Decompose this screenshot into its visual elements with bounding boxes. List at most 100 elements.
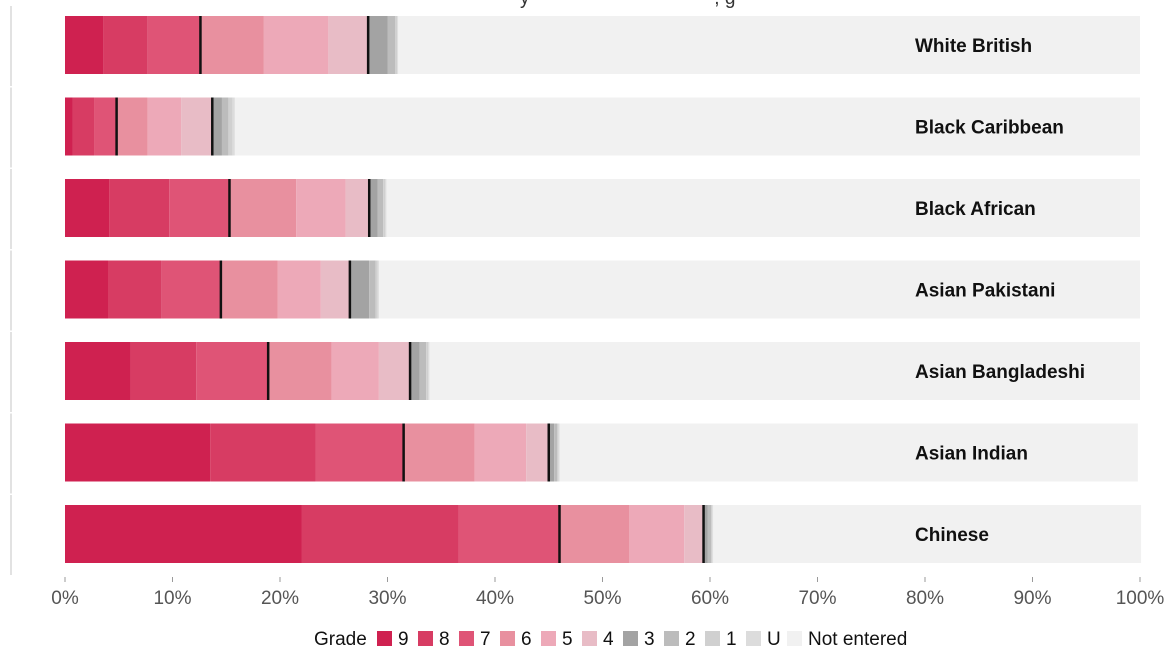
bar-segment-not-entered (559, 423, 1138, 482)
legend-label: 2 (685, 629, 696, 650)
legend-swatch (377, 631, 392, 646)
legend: Grade 9 8 7 6 5 4 3 2 1 U Not entered (314, 629, 907, 650)
bar-segment-6 (229, 179, 297, 237)
x-tick-label: 10% (153, 588, 191, 609)
bar-segment-3 (212, 97, 222, 156)
bar-segment-u (558, 423, 560, 482)
legend-label: 9 (398, 629, 409, 650)
bar-segment-6 (559, 505, 630, 563)
bar-segment-6 (220, 260, 278, 319)
bar-segment-3 (703, 505, 708, 563)
legend-swatch (459, 631, 474, 646)
bar-segment-5 (331, 342, 379, 400)
bar-segment-5 (629, 505, 685, 563)
x-tick-label: 0% (51, 588, 79, 609)
bar-segment-4 (684, 505, 704, 563)
legend-swatch (541, 631, 556, 646)
bar-segment-1 (557, 423, 559, 482)
bar-segment-2 (377, 179, 384, 237)
bar-segment-2 (554, 423, 558, 482)
bar-segment-3 (369, 179, 378, 237)
bar-segment-4 (345, 179, 370, 237)
bar-segment-4 (181, 97, 213, 156)
bar-segment-1 (426, 342, 429, 400)
x-tick-label: 70% (798, 588, 836, 609)
bar-segment-not-entered (378, 260, 1140, 319)
bar-rows: White British Black Caribbean Black Africa… (10, 6, 1142, 575)
legend-swatch (705, 631, 720, 646)
legend-swatch (582, 631, 597, 646)
legend-swatch (500, 631, 515, 646)
bar-segment-9 (65, 260, 108, 319)
legend-swatch (623, 631, 638, 646)
bar-segment-2 (707, 505, 712, 563)
cropped-title-fragment: y , g (520, 0, 735, 9)
legend-label: U (767, 629, 781, 650)
category-label: Black African (915, 199, 1036, 220)
bar-segment-2 (419, 342, 427, 400)
bar-segment-4 (526, 423, 549, 482)
category-label: Black Caribbean (915, 118, 1064, 139)
bar-segment-9 (65, 342, 131, 400)
bar-segment-7 (147, 16, 201, 74)
bar-segment-9 (65, 16, 104, 74)
category-label: White British (915, 36, 1032, 57)
bar-segment-9 (65, 97, 73, 156)
bar-segment-5 (263, 16, 329, 74)
bar-segment-6 (268, 342, 332, 400)
bar-segment-not-entered (398, 16, 1140, 74)
legend-label: Not entered (808, 629, 907, 650)
x-tick-label: 90% (1013, 588, 1051, 609)
x-tick-label: 60% (691, 588, 729, 609)
bar-segment-2 (387, 16, 396, 74)
bar-segment-1 (395, 16, 398, 74)
legend-label: 8 (439, 629, 450, 650)
bar-segment-7 (196, 342, 269, 400)
bar-segment-9 (65, 179, 110, 237)
bar-segment-5 (474, 423, 527, 482)
bar-segment-3 (349, 260, 370, 319)
x-tick-label: 50% (583, 588, 621, 609)
x-tick-label: 30% (368, 588, 406, 609)
bar-segment-8 (301, 505, 459, 563)
bar-segment-7 (169, 179, 230, 237)
bar-segment-3 (410, 342, 420, 400)
legend-swatch (664, 631, 679, 646)
bar-segment-1 (383, 179, 386, 237)
category-label: Asian Indian (915, 444, 1028, 465)
bar-segment-7 (94, 97, 117, 156)
bar-segment-4 (378, 342, 411, 400)
bar-segment-2 (369, 260, 376, 319)
bar-segment-1 (711, 505, 713, 563)
x-tick-label: 100% (1116, 588, 1165, 609)
bar-segment-5 (147, 97, 182, 156)
bar-segment-u (428, 342, 430, 400)
x-tick-label: 40% (476, 588, 514, 609)
bar-segment-2 (221, 97, 229, 156)
x-tick-label: 20% (261, 588, 299, 609)
bar-segment-1 (228, 97, 233, 156)
bar-segment-3 (368, 16, 388, 74)
legend-label: 6 (521, 629, 532, 650)
bar-segment-u (712, 505, 714, 563)
legend-title: Grade (314, 629, 367, 650)
bar-segment-6 (116, 97, 148, 156)
bar-segment-not-entered (234, 97, 1141, 156)
bar-segment-u (397, 16, 399, 74)
legend-label: 3 (644, 629, 655, 650)
bar-segment-4 (320, 260, 350, 319)
bar-segment-not-entered (713, 505, 1142, 563)
bar-segment-5 (296, 179, 346, 237)
legend-label: 5 (562, 629, 573, 650)
bar-segment-u (232, 97, 235, 156)
legend-label: 1 (726, 629, 737, 650)
bar-segment-8 (210, 423, 316, 482)
bar-segment-8 (130, 342, 197, 400)
legend-swatch (418, 631, 433, 646)
bar-segment-4 (328, 16, 369, 74)
bar-segment-9 (65, 423, 211, 482)
bar-segment-8 (72, 97, 95, 156)
legend-items: 9 8 7 6 5 4 3 2 1 U Not entered (377, 629, 907, 650)
category-label: Chinese (915, 525, 989, 546)
